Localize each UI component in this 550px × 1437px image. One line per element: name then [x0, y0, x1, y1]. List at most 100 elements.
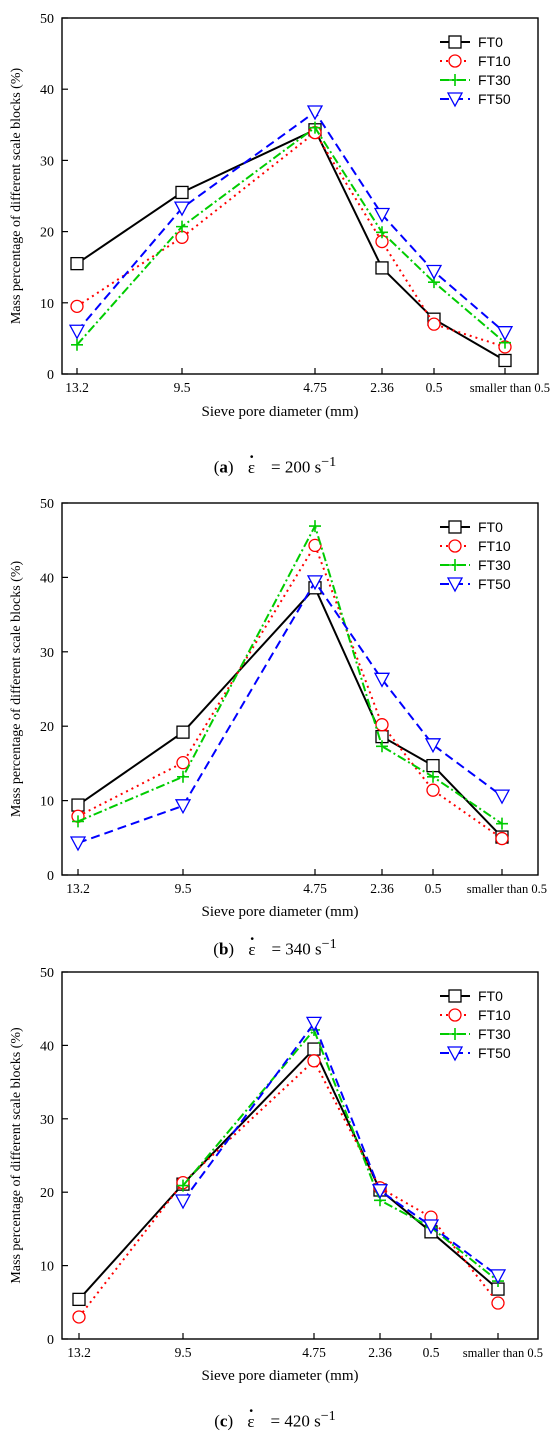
data-point-ft30 [427, 770, 439, 783]
series-ft10 [72, 1054, 505, 1324]
series-ft30 [72, 520, 508, 830]
y-tick-label: 10 [40, 1260, 54, 1275]
legend-marker-ft30 [449, 74, 461, 86]
series-ft10 [71, 538, 509, 846]
series-line-ft10 [77, 543, 503, 840]
legend-label-ft10: FT10 [478, 538, 511, 554]
data-point-ft30 [177, 770, 189, 783]
series-line-ft10 [76, 131, 506, 348]
data-point-ft10 [70, 299, 84, 314]
series-line-ft0 [78, 1047, 499, 1301]
x-tick-label: 13.2 [67, 1345, 91, 1360]
series-line-ft30 [77, 523, 503, 825]
caption-b-symbol: ε [248, 929, 255, 960]
legend-marker-ft30 [449, 1028, 461, 1040]
data-point-ft10 [72, 1310, 86, 1324]
series-line-ft50 [182, 1021, 499, 1277]
data-point-ft0 [307, 1042, 321, 1056]
data-point-ft30 [376, 740, 388, 753]
chart-c: 0 10 20 30 40 50 13.2 9.5 4.75 2.36 0.5 smaller tha… [9, 966, 543, 1384]
caption-a-sup: −1 [321, 454, 337, 470]
y-tick-label: 50 [40, 497, 54, 512]
data-point-ft0 [375, 261, 389, 275]
data-point-ft0 [72, 1292, 86, 1307]
legend-marker-ft50 [446, 92, 464, 108]
y-tick-label: 40 [40, 1039, 54, 1054]
legend-marker-ft0 [448, 520, 462, 534]
series-ft50 [68, 105, 514, 342]
x-tick-label: 9.5 [175, 1345, 192, 1360]
y-axis-title: Mass percentage of different scale block… [9, 561, 24, 818]
y-tick-label: 50 [40, 12, 54, 27]
legend-label-ft30: FT30 [478, 557, 511, 573]
legend-marker-ft50 [446, 577, 464, 593]
data-point-ft30 [177, 1179, 189, 1192]
legend-marker-ft0 [448, 35, 462, 49]
data-point-ft50 [173, 201, 191, 217]
data-point-ft50 [373, 207, 391, 223]
caption-a-symbol: ε [248, 447, 255, 478]
plot-frame [61, 502, 539, 876]
y-tick-label: 20 [40, 1186, 54, 1201]
y-tick-label: 0 [47, 1333, 54, 1348]
series-line-ft0 [77, 586, 503, 838]
caption-c-label: c [219, 1411, 228, 1431]
legend-marker-ft10 [448, 539, 462, 553]
series-ft0 [70, 123, 512, 368]
x-tick-label: 13.2 [65, 380, 89, 395]
chart-b: 0 10 20 30 40 50 13.2 9.5 4.75 2.36 0.5 smaller tha… [9, 497, 547, 920]
series-line-ft50 [76, 110, 506, 334]
x-tick-label: smaller than 0.5 [467, 882, 547, 896]
legend-marker-ft0 [448, 989, 462, 1003]
caption-b-eq: = 340 s [271, 939, 322, 959]
x-tick-label: 0.5 [426, 380, 443, 395]
x-tick-label: 2.36 [370, 881, 394, 896]
data-point-ft50 [305, 1016, 323, 1032]
x-axis-title: Sieve pore diameter (mm) [201, 904, 358, 920]
data-point-ft10 [427, 317, 441, 331]
data-point-ft50 [373, 672, 391, 688]
x-tick-label: 4.75 [303, 380, 327, 395]
plot-frame [61, 17, 539, 375]
x-tick-label: 4.75 [302, 1345, 326, 1360]
data-point-ft50 [493, 789, 511, 805]
series-ft50 [69, 575, 511, 852]
series-ft30 [71, 121, 511, 351]
y-tick-label: 20 [40, 226, 54, 241]
legend-marker-ft10 [448, 54, 462, 68]
x-tick-label: 0.5 [425, 881, 442, 896]
y-tick-label: 30 [40, 646, 54, 661]
x-tick-label: smaller than 0.5 [470, 381, 550, 395]
legend-label-ft50: FT50 [478, 91, 511, 107]
x-tick-label: 13.2 [66, 881, 90, 896]
legend-label-ft0: FT0 [478, 34, 503, 50]
data-point-ft50 [371, 1184, 389, 1200]
series-line-ft10 [78, 1059, 499, 1318]
y-tick-label: 30 [40, 154, 54, 169]
chart-panel-a: 0 10 20 30 40 50 13.2 9.5 4.75 2.36 0.5 smaller tha… [0, 0, 550, 430]
series-line-ft0 [76, 128, 506, 362]
x-tick-label: 9.5 [174, 380, 191, 395]
series-line-ft50 [77, 580, 503, 844]
y-tick-label: 50 [40, 966, 54, 981]
series-ft0 [72, 1042, 505, 1307]
legend-label-ft0: FT0 [478, 988, 503, 1004]
data-point-ft50 [306, 575, 324, 591]
data-point-ft30 [376, 226, 388, 239]
y-tick-label: 10 [40, 795, 54, 810]
legend-label-ft10: FT10 [478, 1007, 511, 1023]
legend-label-ft50: FT50 [478, 576, 511, 592]
plot-frame [61, 971, 539, 1340]
data-point-ft50 [68, 324, 86, 340]
data-point-ft0 [498, 353, 512, 368]
legend-marker-ft10 [448, 1008, 462, 1022]
data-point-ft10 [495, 831, 509, 846]
caption-a: (a) ε= 200 s−1 [0, 447, 550, 478]
caption-c-sup: −1 [320, 1408, 336, 1424]
x-axis-title: Sieve pore diameter (mm) [201, 1368, 358, 1384]
x-tick-label: smaller than 0.5 [463, 1346, 543, 1360]
y-axis-title: Mass percentage of different scale block… [9, 1027, 24, 1284]
data-point-ft50 [174, 1194, 192, 1210]
caption-c: (c) ε= 420 s−1 [0, 1401, 550, 1432]
data-point-ft30 [496, 817, 508, 830]
